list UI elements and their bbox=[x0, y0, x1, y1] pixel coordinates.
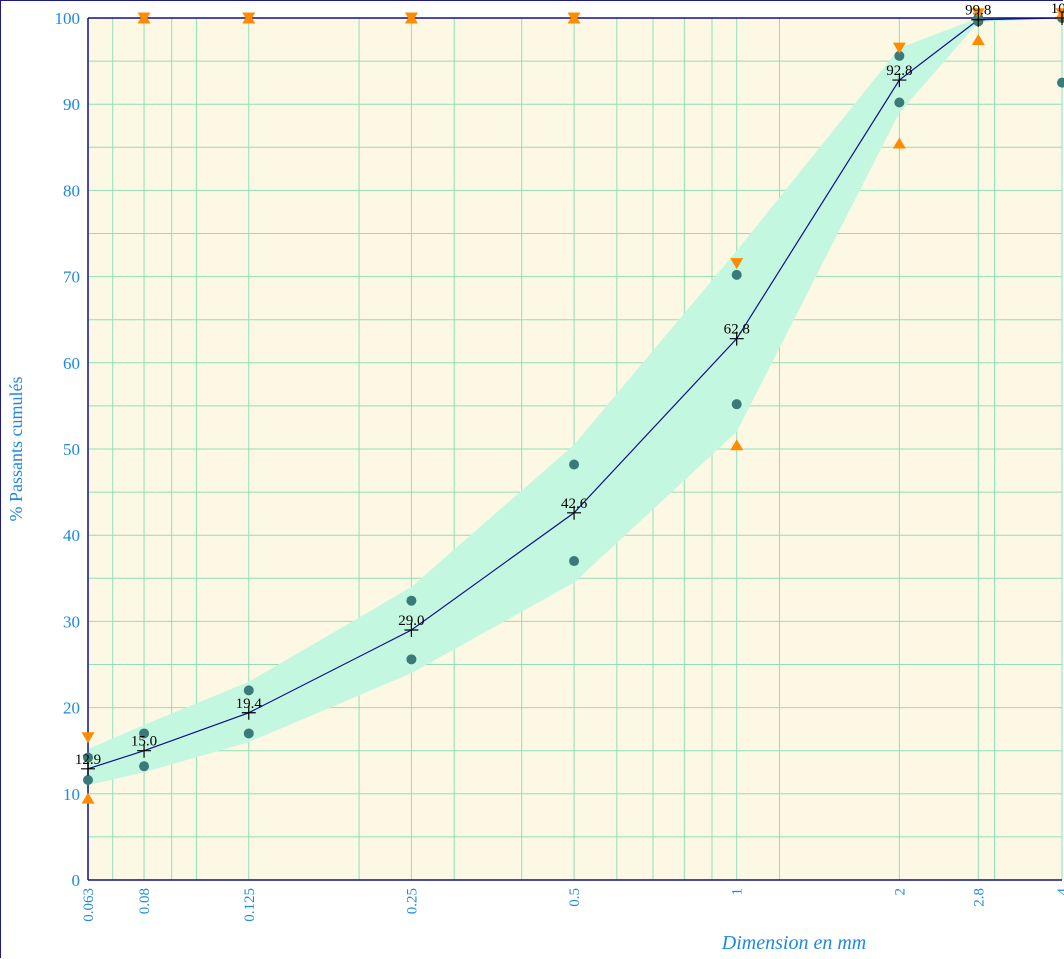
data-label: 92.8 bbox=[886, 63, 912, 79]
upper-limit-marker bbox=[892, 42, 906, 54]
bound-point bbox=[139, 728, 150, 739]
mean-point bbox=[404, 623, 419, 638]
upper-limit-marker bbox=[730, 258, 744, 270]
mean-point bbox=[81, 761, 95, 776]
lower-limit-marker bbox=[730, 439, 744, 451]
data-label: 99.8 bbox=[965, 3, 991, 19]
y-tick-label: 100 bbox=[55, 9, 81, 28]
data-label: 19.4 bbox=[236, 696, 263, 712]
data-label: 100 bbox=[1051, 1, 1064, 17]
bound-point bbox=[83, 752, 93, 763]
x-tick-label: 2 bbox=[892, 888, 908, 896]
data-series: 12.9 15.0 19.4 29.0 42.6 62.8 92.8 99.8 100 bbox=[75, 1, 1064, 804]
bound-point bbox=[139, 761, 150, 772]
lower-limit-marker bbox=[242, 12, 256, 24]
x-tick-label: 0.063 bbox=[81, 888, 97, 922]
x-tick-label: 0.25 bbox=[404, 888, 420, 914]
lower-limit-marker bbox=[567, 12, 581, 24]
y-tick-label: 90 bbox=[63, 95, 80, 114]
data-label: 42.6 bbox=[561, 496, 588, 512]
lower-limit-marker bbox=[971, 34, 985, 46]
data-label: 15.0 bbox=[131, 734, 157, 750]
data-label: 29.0 bbox=[398, 613, 424, 629]
bound-point bbox=[569, 556, 580, 567]
y-tick-label: 60 bbox=[63, 354, 80, 373]
y-tick-label: 30 bbox=[63, 612, 80, 631]
lower-limit-marker bbox=[404, 12, 418, 24]
y-tick-label: 40 bbox=[63, 526, 80, 545]
bound-point bbox=[731, 269, 742, 280]
y-tick-label: 0 bbox=[72, 871, 81, 890]
x-tick-label: 2.8 bbox=[971, 888, 987, 907]
bound-point bbox=[894, 50, 905, 61]
mean-point bbox=[892, 73, 907, 88]
bound-point bbox=[83, 775, 93, 786]
mean-point bbox=[137, 743, 152, 758]
data-label: 62.8 bbox=[724, 322, 750, 338]
lower-limit-marker bbox=[892, 137, 906, 149]
mean-point bbox=[971, 12, 986, 27]
y-tick-label: 10 bbox=[63, 785, 80, 804]
lower-limit-marker bbox=[137, 12, 151, 24]
mean-point bbox=[729, 331, 744, 346]
x-tick-label: 0.125 bbox=[242, 888, 258, 922]
bound-point bbox=[406, 595, 417, 606]
x-tick-label: 0.5 bbox=[567, 888, 583, 907]
bound-point bbox=[894, 97, 905, 108]
tick-labels: 0 10 20 30 40 50 60 70 80 90 100 0.063 0.08 0.125 0.25… bbox=[55, 9, 1064, 922]
bound-point bbox=[1057, 77, 1064, 88]
x-tick-label: 1 bbox=[730, 888, 746, 896]
y-tick-label: 70 bbox=[63, 268, 80, 287]
mean-point bbox=[241, 705, 256, 720]
y-tick-label: 80 bbox=[63, 181, 80, 200]
bound-point bbox=[406, 654, 417, 665]
y-tick-label: 20 bbox=[63, 699, 80, 718]
x-tick-label: 0.08 bbox=[137, 888, 153, 914]
mean-point bbox=[1055, 11, 1064, 25]
upper-limit-marker bbox=[81, 732, 95, 744]
envelope-area bbox=[88, 18, 1062, 786]
data-label: 12.9 bbox=[75, 752, 101, 768]
bound-point bbox=[731, 399, 742, 410]
lower-limit-marker bbox=[81, 792, 95, 804]
bound-point bbox=[243, 685, 254, 696]
x-axis-label: Dimension en mm bbox=[721, 932, 866, 954]
bound-point bbox=[569, 459, 580, 470]
y-tick-label: 50 bbox=[63, 440, 80, 459]
bound-point bbox=[243, 728, 254, 739]
mean-point bbox=[567, 505, 582, 520]
y-axis-label: % Passants cumulés bbox=[6, 377, 26, 522]
envelope-band bbox=[88, 18, 1062, 786]
x-tick-label: 4 bbox=[1055, 888, 1064, 896]
